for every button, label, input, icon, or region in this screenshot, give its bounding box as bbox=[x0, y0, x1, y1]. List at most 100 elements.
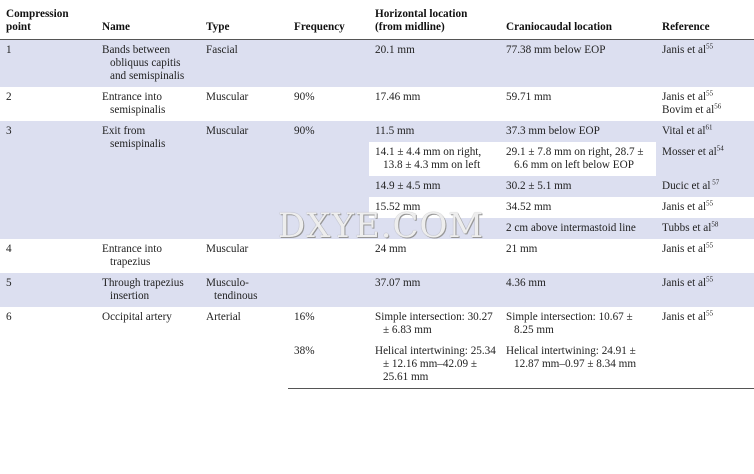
reference-number: 58 bbox=[711, 220, 719, 229]
cell-horizontal bbox=[369, 218, 500, 239]
header-type: Type bbox=[200, 0, 288, 40]
cell-reference bbox=[656, 341, 754, 389]
cell-reference: Janis et al55 bbox=[656, 39, 754, 87]
reference-text: Janis et al bbox=[662, 277, 707, 289]
reference-text: Janis et al bbox=[662, 44, 707, 56]
cell-name: Occipital artery bbox=[96, 307, 200, 389]
table-row: 38% Helical intertwining: 25.34 ± 12.16 … bbox=[0, 341, 754, 389]
cell-craniocaudal: 34.52 mm bbox=[500, 197, 656, 218]
cell-horizontal: 37.07 mm bbox=[369, 273, 500, 307]
reference-number: 55 bbox=[706, 42, 714, 51]
table-row: 14.9 ± 4.5 mm 30.2 ± 5.1 mm Ducic et al … bbox=[0, 176, 754, 197]
cell-point: 5 bbox=[0, 273, 96, 307]
cell-horizontal: 15.52 mm bbox=[369, 197, 500, 218]
cell-point: 6 bbox=[0, 307, 96, 389]
cell-frequency bbox=[288, 39, 369, 87]
table-row: 5 Through trapezius insertion Musculo-te… bbox=[0, 273, 754, 307]
cell-frequency: 90% bbox=[288, 121, 369, 239]
cell-horizontal: Simple intersection: 30.27 ± 6.83 mm bbox=[369, 307, 500, 341]
cell-craniocaudal: Simple intersection: 10.67 ± 8.25 mm bbox=[500, 307, 656, 341]
cell-horizontal: 11.5 mm bbox=[369, 121, 500, 142]
compression-points-table: Compression point Name Type Frequency Ho… bbox=[0, 0, 754, 389]
table-row: 3 Exit from semispinalis Muscular 90% 11… bbox=[0, 121, 754, 239]
cell-craniocaudal: 21 mm bbox=[500, 239, 656, 273]
cell-reference: Janis et al55 bbox=[656, 197, 754, 218]
reference-text: Tubbs et al bbox=[662, 222, 712, 234]
reference-text: Janis et al bbox=[662, 311, 707, 323]
reference-number: 55 bbox=[706, 199, 714, 208]
reference-number: 55 bbox=[706, 309, 714, 318]
reference-number: 55 bbox=[706, 275, 714, 284]
cell-horizontal: 14.1 ± 4.4 mm on right, 13.8 ± 4.3 mm on… bbox=[369, 142, 500, 176]
cell-type: Arterial bbox=[200, 307, 288, 389]
reference-text: Janis et al bbox=[662, 243, 707, 255]
cell-frequency bbox=[288, 239, 369, 273]
header-reference: Reference bbox=[656, 0, 754, 40]
cell-point: 4 bbox=[0, 239, 96, 273]
cell-frequency: 16% bbox=[288, 307, 369, 341]
header-frequency: Frequency bbox=[288, 0, 369, 40]
reference-number: 57 bbox=[710, 178, 720, 187]
reference-number: 56 bbox=[714, 102, 722, 111]
cell-horizontal: 24 mm bbox=[369, 239, 500, 273]
cell-craniocaudal: Helical intertwining: 24.91 ± 12.87 mm–0… bbox=[500, 341, 656, 389]
reference-text: Mosser et al bbox=[662, 146, 717, 158]
cell-craniocaudal: 30.2 ± 5.1 mm bbox=[500, 176, 656, 197]
reference-number: 61 bbox=[705, 123, 713, 132]
cell-craniocaudal: 37.3 mm below EOP bbox=[500, 121, 656, 142]
cell-frequency bbox=[288, 273, 369, 307]
cell-frequency: 38% bbox=[288, 341, 369, 389]
cell-point: 3 bbox=[0, 121, 96, 239]
cell-reference: Mosser et al54 bbox=[656, 142, 754, 176]
cell-name: Bands between obliquus capitis and semis… bbox=[96, 39, 200, 87]
table-row: 6 Occipital artery Arterial 16% Simple i… bbox=[0, 307, 754, 389]
cell-name: Entrance into semispinalis bbox=[96, 87, 200, 121]
header-craniocaudal: Craniocaudal location bbox=[500, 0, 656, 40]
cell-name: Exit from semispinalis bbox=[96, 121, 200, 239]
cell-point: 1 bbox=[0, 39, 96, 87]
cell-type: Muscular bbox=[200, 87, 288, 121]
reference-text: Vital et al bbox=[662, 125, 706, 137]
header-point: Compression point bbox=[0, 0, 96, 40]
cell-reference: Janis et al55 bbox=[656, 307, 754, 341]
cell-reference: Janis et al55 Bovim et al56 bbox=[656, 87, 754, 121]
cell-reference: Ducic et al 57 bbox=[656, 176, 754, 197]
cell-type: Fascial bbox=[200, 39, 288, 87]
reference-number: 55 bbox=[706, 241, 714, 250]
table-row: 15.52 mm 34.52 mm Janis et al55 bbox=[0, 197, 754, 218]
cell-horizontal: 14.9 ± 4.5 mm bbox=[369, 176, 500, 197]
reference-text: Janis et al bbox=[662, 201, 707, 213]
table-row: 2 Entrance into semispinalis Muscular 90… bbox=[0, 87, 754, 121]
cell-horizontal: 17.46 mm bbox=[369, 87, 500, 121]
cell-craniocaudal: 59.71 mm bbox=[500, 87, 656, 121]
header-row: Compression point Name Type Frequency Ho… bbox=[0, 0, 754, 40]
reference-number: 55 bbox=[706, 89, 714, 98]
cell-reference: Janis et al55 bbox=[656, 239, 754, 273]
cell-craniocaudal: 77.38 mm below EOP bbox=[500, 39, 656, 87]
cell-horizontal: Helical intertwining: 25.34 ± 12.16 mm–4… bbox=[369, 341, 500, 389]
reference-text: Bovim et al bbox=[662, 104, 715, 116]
cell-reference: Janis et al55 bbox=[656, 273, 754, 307]
cell-craniocaudal: 2 cm above intermastoid line bbox=[500, 218, 656, 239]
reference-number: 54 bbox=[716, 144, 724, 153]
cell-name: Entrance into trapezius bbox=[96, 239, 200, 273]
table-row: 4 Entrance into trapezius Muscular 24 mm… bbox=[0, 239, 754, 273]
cell-type: Muscular bbox=[200, 239, 288, 273]
cell-point: 2 bbox=[0, 87, 96, 121]
cell-frequency: 90% bbox=[288, 87, 369, 121]
cell-craniocaudal: 29.1 ± 7.8 mm on right, 28.7 ± 6.6 mm on… bbox=[500, 142, 656, 176]
reference-text: Ducic et al bbox=[662, 180, 711, 192]
cell-type: Musculo-tendinous bbox=[200, 273, 288, 307]
table-row: 1 Bands between obliquus capitis and sem… bbox=[0, 39, 754, 87]
header-name: Name bbox=[96, 0, 200, 40]
cell-name: Through trapezius insertion bbox=[96, 273, 200, 307]
cell-type: Muscular bbox=[200, 121, 288, 239]
table-row: 2 cm above intermastoid line Tubbs et al… bbox=[0, 218, 754, 239]
table-row: 14.1 ± 4.4 mm on right, 13.8 ± 4.3 mm on… bbox=[0, 142, 754, 176]
cell-craniocaudal: 4.36 mm bbox=[500, 273, 656, 307]
cell-reference: Tubbs et al58 bbox=[656, 218, 754, 239]
cell-reference: Vital et al61 bbox=[656, 121, 754, 142]
cell-horizontal: 20.1 mm bbox=[369, 39, 500, 87]
header-horizontal: Horizontal location (from midline) bbox=[369, 0, 500, 40]
